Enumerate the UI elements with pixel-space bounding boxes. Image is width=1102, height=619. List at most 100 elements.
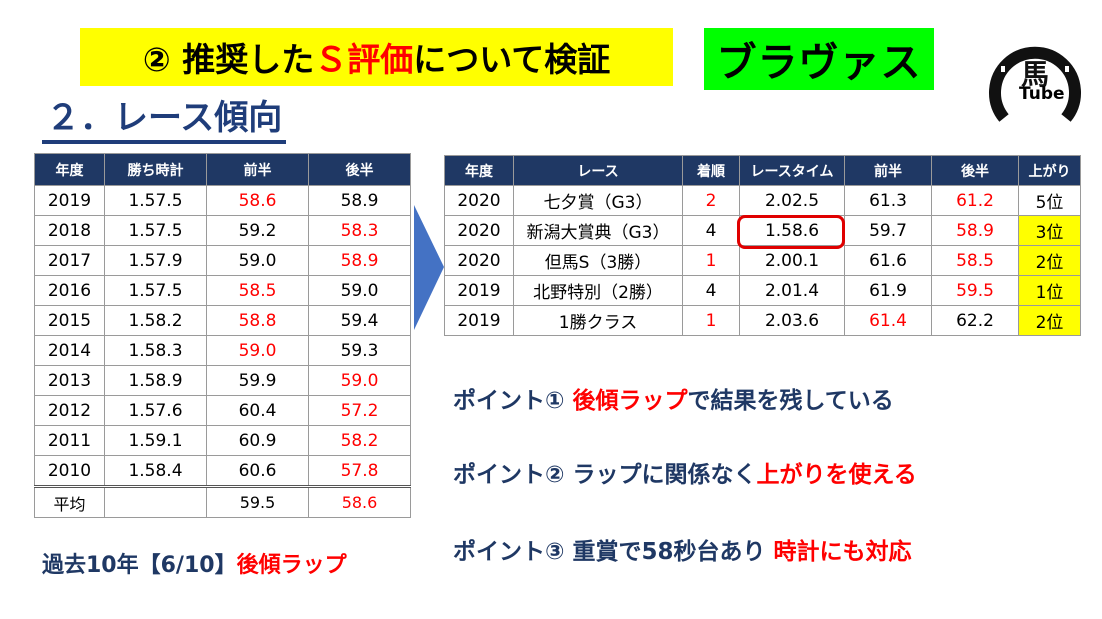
cell-agari: 2位: [1018, 305, 1081, 336]
cell-avg-first: 59.5: [206, 485, 309, 518]
cell-time: 1.58.4: [104, 455, 207, 487]
cell-second: 58.2: [308, 425, 411, 456]
cell-year: 2015: [34, 305, 105, 336]
past-results-table: 年度 勝ち時計 前半 後半 2019 1.57.5 58.6 58.9 2018 1.57…: [34, 153, 411, 518]
cell-time: 1.57.5: [104, 185, 207, 216]
title-prefix: ② 推奨した: [142, 40, 315, 79]
table-row: 2019 1勝クラス 1 2.03.6 61.4 62.2 2位: [444, 305, 1081, 336]
table-row: 2017 1.57.9 59.0 58.9: [34, 245, 411, 276]
cell-year: 2020: [444, 215, 514, 246]
cell-first: 59.2: [206, 215, 309, 246]
cell-time: 1.57.6: [104, 395, 207, 426]
col-header-racetime: レースタイム: [739, 155, 845, 186]
cell-place: 1: [682, 305, 740, 336]
cell-year: 2012: [34, 395, 105, 426]
cell-first: 61.6: [844, 245, 932, 276]
cell-racetime: 2.00.1: [739, 245, 845, 276]
logo-glyph: 馬: [1021, 58, 1049, 91]
table-row: 2018 1.57.5 59.2 58.3: [34, 215, 411, 246]
cell-second: 59.5: [931, 275, 1019, 306]
highlight-circle: [737, 215, 845, 249]
average-row: 平均 59.5 58.6: [34, 485, 411, 518]
cell-first: 60.4: [206, 395, 309, 426]
title-highlight: Ｓ評価: [314, 40, 414, 79]
cell-first: 61.9: [844, 275, 932, 306]
table-row: 2019 北野特別（2勝） 4 2.01.4 61.9 59.5 1位: [444, 275, 1081, 306]
cell-second: 58.9: [931, 215, 1019, 246]
table-row: 2020 但馬S（3勝） 1 2.00.1 61.6 58.5 2位: [444, 245, 1081, 276]
cell-first: 59.0: [206, 245, 309, 276]
cell-race: 1勝クラス: [513, 305, 683, 336]
arrow-right-icon: [414, 205, 444, 330]
cell-time: 1.57.9: [104, 245, 207, 276]
point-3-prefix: ポイント③ 重賞で58秒台あり: [453, 539, 774, 565]
table-row: 2014 1.58.3 59.0 59.3: [34, 335, 411, 366]
col-header-second: 後半: [931, 155, 1019, 186]
cell-time: 1.58.2: [104, 305, 207, 336]
cell-year: 2013: [34, 365, 105, 396]
cell-second: 58.3: [308, 215, 411, 246]
cell-place: 4: [682, 275, 740, 306]
table-row: 2016 1.57.5 58.5 59.0: [34, 275, 411, 306]
footer-highlight: 後傾ラップ: [236, 553, 347, 578]
cell-place: 4: [682, 215, 740, 246]
cell-racetime: 2.02.5: [739, 185, 845, 216]
cell-second: 61.2: [931, 185, 1019, 216]
cell-first: 61.3: [844, 185, 932, 216]
cell-year: 2017: [34, 245, 105, 276]
table-row: 2010 1.58.4 60.6 57.8: [34, 455, 411, 487]
cell-second: 62.2: [931, 305, 1019, 336]
col-header-first: 前半: [844, 155, 932, 186]
cell-avg-label: 平均: [34, 485, 105, 518]
cell-place: 2: [682, 185, 740, 216]
table-row: 2015 1.58.2 58.8 59.4: [34, 305, 411, 336]
cell-second: 58.9: [308, 245, 411, 276]
cell-year: 2014: [34, 335, 105, 366]
point-1-suffix: で結果を残している: [687, 388, 894, 414]
col-header-first: 前半: [206, 153, 309, 186]
table-row: 2013 1.58.9 59.9 59.0: [34, 365, 411, 396]
cell-first: 60.6: [206, 455, 309, 487]
cell-year: 2011: [34, 425, 105, 456]
cell-racetime: 2.01.4: [739, 275, 845, 306]
point-1-prefix: ポイント①: [453, 388, 573, 414]
cell-racetime: 2.03.6: [739, 305, 845, 336]
cell-second: 59.3: [308, 335, 411, 366]
horse-results-table: 年度 レース 着順 レースタイム 前半 後半 上がり 2020 七夕賞（G3） 2 2…: [444, 155, 1081, 336]
logo-text: Tube: [1019, 84, 1065, 104]
cell-time: 1.57.5: [104, 275, 207, 306]
cell-second: 57.2: [308, 395, 411, 426]
cell-time: 1.58.3: [104, 335, 207, 366]
cell-second: 58.9: [308, 185, 411, 216]
section-heading: ２．レース傾向: [42, 98, 287, 144]
cell-avg-second: 58.6: [308, 485, 411, 518]
cell-second: 58.5: [931, 245, 1019, 276]
table-row: 2019 1.57.5 58.6 58.9: [34, 185, 411, 216]
cell-race: 七夕賞（G3）: [513, 185, 683, 216]
cell-first: 59.9: [206, 365, 309, 396]
footer-prefix: 過去10年【6/10】: [42, 553, 237, 578]
horse-name: ブラヴァス: [716, 40, 922, 86]
cell-time: 1.59.1: [104, 425, 207, 456]
point-2-highlight: 上がりを使える: [756, 462, 917, 488]
cell-time: 1.57.5: [104, 215, 207, 246]
cell-first: 61.4: [844, 305, 932, 336]
cell-race: 北野特別（2勝）: [513, 275, 683, 306]
cell-race: 但馬S（3勝）: [513, 245, 683, 276]
col-header-race: レース: [513, 155, 683, 186]
cell-first: 59.7: [844, 215, 932, 246]
cell-first: 58.8: [206, 305, 309, 336]
cell-race: 新潟大賞典（G3）: [513, 215, 683, 246]
horseshoe-logo-icon: 馬: [989, 36, 1081, 122]
point-3: ポイント③ 重賞で58秒台あり 時計にも対応: [453, 532, 912, 566]
title-suffix: について検証: [413, 40, 611, 79]
table-row: 2012 1.57.6 60.4 57.2: [34, 395, 411, 426]
cell-first: 58.6: [206, 185, 309, 216]
point-3-highlight: 時計にも対応: [773, 539, 912, 565]
cell-year: 2010: [34, 455, 105, 487]
cell-year: 2016: [34, 275, 105, 306]
cell-time: 1.58.9: [104, 365, 207, 396]
table-header-row: 年度 勝ち時計 前半 後半: [34, 153, 411, 186]
cell-second: 59.0: [308, 275, 411, 306]
horse-name-badge: ブラヴァス: [704, 28, 934, 90]
